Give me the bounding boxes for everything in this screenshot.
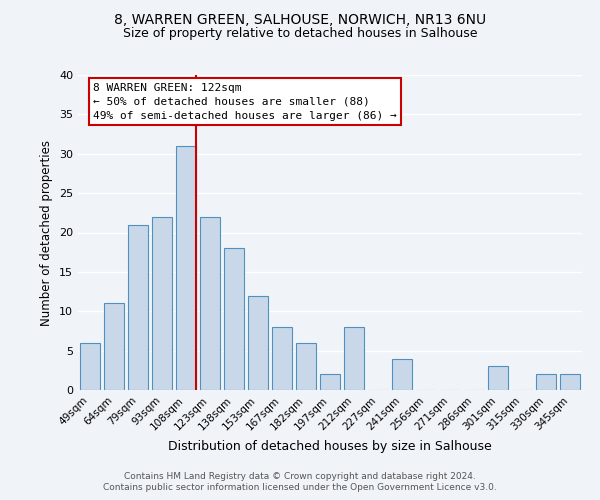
Bar <box>536 374 556 390</box>
Text: Contains public sector information licensed under the Open Government Licence v3: Contains public sector information licen… <box>103 484 497 492</box>
Text: Contains HM Land Registry data © Crown copyright and database right 2024.: Contains HM Land Registry data © Crown c… <box>124 472 476 481</box>
Y-axis label: Number of detached properties: Number of detached properties <box>40 140 53 326</box>
Bar <box>104 304 124 390</box>
Bar <box>392 358 412 390</box>
Bar <box>320 374 340 390</box>
Bar <box>296 343 316 390</box>
Bar <box>488 366 508 390</box>
Bar <box>152 217 172 390</box>
Bar <box>200 217 220 390</box>
Text: 8 WARREN GREEN: 122sqm
← 50% of detached houses are smaller (88)
49% of semi-det: 8 WARREN GREEN: 122sqm ← 50% of detached… <box>93 83 397 121</box>
Bar <box>128 224 148 390</box>
Bar <box>344 327 364 390</box>
Bar <box>560 374 580 390</box>
X-axis label: Distribution of detached houses by size in Salhouse: Distribution of detached houses by size … <box>168 440 492 453</box>
Bar <box>80 343 100 390</box>
Text: 8, WARREN GREEN, SALHOUSE, NORWICH, NR13 6NU: 8, WARREN GREEN, SALHOUSE, NORWICH, NR13… <box>114 12 486 26</box>
Bar <box>224 248 244 390</box>
Bar <box>176 146 196 390</box>
Text: Size of property relative to detached houses in Salhouse: Size of property relative to detached ho… <box>123 28 477 40</box>
Bar <box>272 327 292 390</box>
Bar <box>248 296 268 390</box>
